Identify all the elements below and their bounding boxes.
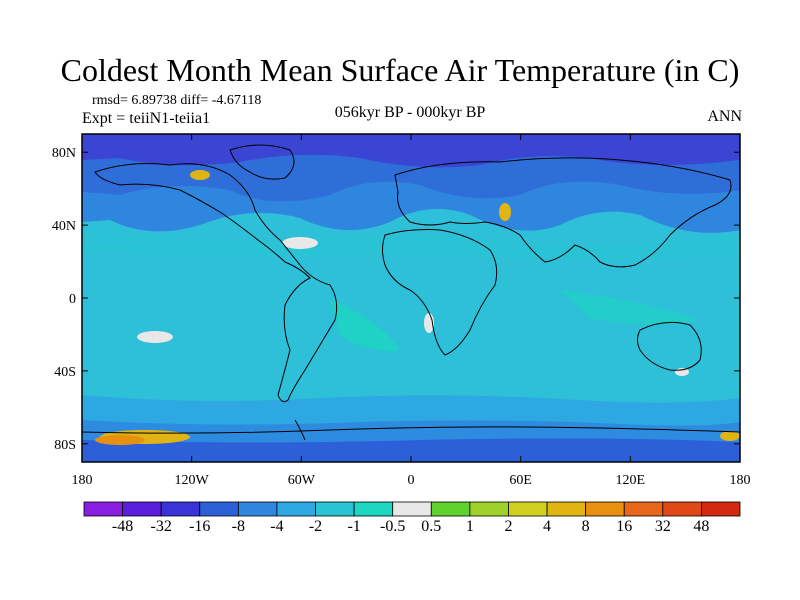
lon-tick-label: 120E — [616, 473, 646, 488]
colorbar-box — [276, 501, 316, 517]
colorbar-box — [546, 501, 587, 517]
colorbar-box — [508, 501, 548, 517]
lat-tick-label: 40S — [54, 365, 76, 380]
colorbar-label: 32 — [654, 518, 671, 535]
colorbar-label: -48 — [111, 518, 134, 535]
lat-tick-label: 40N — [52, 219, 76, 234]
colorbar — [83, 501, 741, 517]
lat-tick-label: 0 — [69, 292, 76, 307]
colorbar-box — [353, 501, 394, 517]
lat-tick-label: 80N — [52, 146, 76, 161]
lon-tick-label: 180 — [72, 473, 93, 488]
warm-anomaly-antarctic-core — [95, 435, 145, 445]
axis-tick-labels: 80N 40N 0 40S 80S 180 120W 60W 0 60E 120E 180 — [52, 146, 751, 488]
colorbar-box — [199, 501, 239, 517]
experiment-label: Expt = teiiN1-teiia1 — [82, 110, 211, 127]
warm-anomaly-ross — [720, 431, 740, 441]
period-label: 056kyr BP - 000kyr BP — [334, 104, 486, 121]
colorbar-label: -32 — [150, 518, 172, 535]
colorbar-box — [701, 501, 741, 517]
lon-tick-label: 180 — [730, 473, 751, 488]
colorbar-box — [122, 501, 162, 517]
colorbar-label: -0.5 — [380, 518, 406, 535]
season-label: ANN — [707, 108, 742, 125]
arctic-zone — [82, 134, 740, 168]
colorbar-box — [585, 501, 625, 517]
neutral-patch-pacific — [137, 331, 173, 343]
colorbar-label: 8 — [581, 518, 590, 535]
warm-anomaly-caspian — [499, 203, 511, 221]
lon-tick-label: 60W — [288, 473, 316, 488]
colorbar-label: 4 — [543, 518, 552, 535]
colorbar-box — [160, 501, 201, 517]
colorbar-box — [623, 501, 664, 517]
colorbar-label: 16 — [616, 518, 633, 535]
colorbar-box — [662, 501, 702, 517]
colorbar-label: -16 — [189, 518, 211, 535]
south-atlantic-band — [330, 300, 400, 351]
colorbar-label: 48 — [693, 518, 710, 535]
colorbar-box — [83, 501, 123, 517]
coastlines — [82, 144, 740, 441]
lon-tick-label: 120W — [175, 473, 210, 488]
warm-anomaly-alaska — [190, 170, 210, 180]
colorbar-label: -2 — [308, 518, 323, 535]
colorbar-box — [237, 501, 278, 517]
colorbar-box — [315, 501, 355, 517]
axis-ticks — [81, 134, 741, 462]
lon-tick-label: 0 — [408, 473, 415, 488]
antarctic-interior — [82, 438, 740, 462]
colorbar-label: -4 — [270, 518, 284, 535]
colorbar-box — [469, 501, 509, 517]
colorbar-label: -8 — [231, 518, 246, 535]
colorbar-label: 1 — [465, 518, 474, 535]
indian-ocean-band — [560, 290, 700, 325]
map-field — [82, 134, 740, 462]
colorbar-box — [430, 501, 471, 517]
lon-tick-label: 60E — [509, 473, 532, 488]
stats-label: rmsd= 6.89738 diff= -4.67118 — [92, 93, 262, 108]
neutral-patch-caribbean — [282, 237, 318, 249]
colorbar-label: 0.5 — [421, 518, 442, 535]
mid-latitude-band — [82, 230, 740, 260]
lat-tick-label: 80S — [54, 438, 76, 453]
colorbar-label: -1 — [347, 518, 361, 535]
colorbar-box — [392, 501, 432, 517]
chart-title: Coldest Month Mean Surface Air Temperatu… — [60, 52, 740, 88]
colorbar-label: 2 — [504, 518, 513, 535]
